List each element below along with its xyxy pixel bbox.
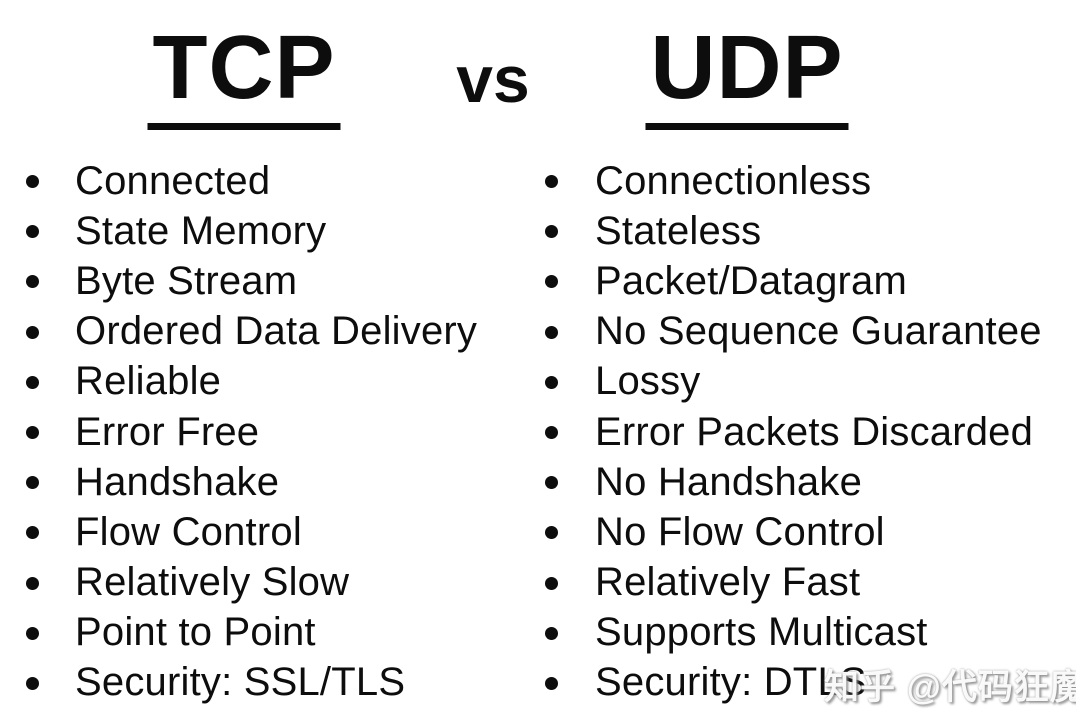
title-tcp: TCP bbox=[147, 23, 341, 130]
list-item: Stateless bbox=[545, 206, 1070, 256]
list-item: Error Packets Discarded bbox=[545, 407, 1070, 457]
list-item: Relatively Slow bbox=[26, 558, 531, 608]
list-item: Packet/Datagram bbox=[545, 256, 1070, 306]
list-item: Relatively Fast bbox=[545, 558, 1070, 608]
list-item: Security: SSL/TLS bbox=[26, 658, 531, 708]
list-item: Connectionless bbox=[545, 156, 1070, 206]
title-vs: vs bbox=[456, 42, 530, 116]
list-item: State Memory bbox=[26, 206, 531, 256]
list-item: Lossy bbox=[545, 357, 1070, 407]
list-item: No Sequence Guarantee bbox=[545, 307, 1070, 357]
list-item: Byte Stream bbox=[26, 256, 531, 306]
list-item: Reliable bbox=[26, 357, 531, 407]
list-item: Point to Point bbox=[26, 608, 531, 658]
udp-feature-list: Connectionless Stateless Packet/Datagram No… bbox=[545, 156, 1070, 708]
list-item: No Flow Control bbox=[545, 507, 1070, 557]
list-item: Security: DTLS bbox=[545, 658, 1070, 708]
list-item: Flow Control bbox=[26, 507, 531, 557]
tcp-feature-list: Connected State Memory Byte Stream Ordered … bbox=[26, 156, 531, 708]
title-udp: UDP bbox=[645, 23, 849, 130]
list-item: No Handshake bbox=[545, 457, 1070, 507]
list-item: Connected bbox=[26, 156, 531, 206]
list-item: Error Free bbox=[26, 407, 531, 457]
list-item: Supports Multicast bbox=[545, 608, 1070, 658]
list-item: Ordered Data Delivery bbox=[26, 307, 531, 357]
list-item: Handshake bbox=[26, 457, 531, 507]
